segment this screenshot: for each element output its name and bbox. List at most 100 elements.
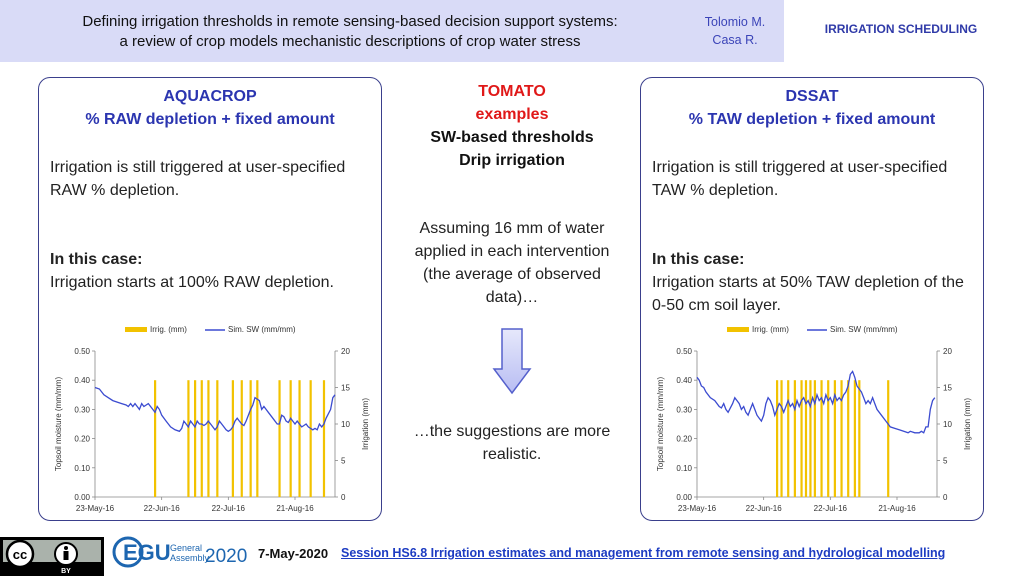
y2-tick-label: 15: [341, 384, 350, 393]
case-label: In this case:: [50, 251, 143, 268]
irrigation-bar: [200, 380, 203, 497]
author-1: Tolomio M.: [704, 15, 766, 29]
x-tick-label: 22-Jun-16: [746, 504, 783, 513]
irrigation-bar: [853, 380, 856, 497]
y-tick-label: 0.00: [676, 493, 692, 502]
irrigation-bar: [194, 380, 197, 497]
legend-swatch-irrigation: [727, 327, 749, 332]
irrigation-bar: [820, 380, 823, 497]
y-tick-label: 0.20: [676, 435, 692, 444]
legend-label-sw: Sim. SW (mm/mm): [228, 325, 296, 334]
svg-text:Assembly: Assembly: [170, 553, 210, 563]
svg-text:EGU: EGU: [123, 540, 171, 565]
cc-by-license-badge: cc BY: [0, 537, 104, 576]
presentation-date: 7-May-2020: [258, 546, 329, 561]
irrigation-bar: [787, 380, 790, 497]
panel-subtitle: % RAW depletion + fixed amount: [85, 111, 335, 128]
poster-title: Defining irrigation thresholds in remote…: [30, 12, 670, 52]
irrigation-bar: [231, 380, 234, 497]
egu-logo: EGU General Assembly 2020: [112, 536, 247, 568]
x-tick-label: 23-May-16: [678, 504, 717, 513]
irrigation-bar: [240, 380, 243, 497]
aquacrop-chart: 0.00 0.10 0.20 0.30 0.40 0.50 0 5 10 15 20 23-May-1…: [54, 325, 370, 513]
legend-swatch-irrigation: [125, 327, 147, 332]
legend-label-irrigation: Irrig. (mm): [752, 325, 789, 334]
y-tick-label: 0.40: [676, 376, 692, 385]
title-line-2: a review of crop models mechanistic desc…: [119, 33, 581, 50]
irrigation-bar: [289, 380, 292, 497]
threshold-type: SW-based thresholds: [430, 129, 594, 146]
y-axis-title: Topsoil moisture (mm/mm): [656, 377, 665, 472]
irrigation-bar: [256, 380, 259, 497]
x-tick-label: 22-Jun-16: [144, 504, 181, 513]
y-tick-label: 0.30: [74, 405, 90, 414]
y2-tick-label: 15: [943, 384, 952, 393]
panel-title: DSSAT: [785, 88, 839, 105]
x-tick-label: 23-May-16: [76, 504, 115, 513]
svg-text:2020: 2020: [205, 546, 247, 567]
irrigation-bar: [827, 380, 830, 497]
svg-text:cc: cc: [13, 547, 27, 562]
y-tick-label: 0.30: [676, 405, 692, 414]
y2-tick-label: 0: [341, 493, 346, 502]
svg-text:General: General: [170, 543, 202, 553]
assumption-text: Assuming 16 mm of water applied in each …: [414, 220, 610, 306]
x-tick-label: 21-Aug-16: [276, 504, 314, 513]
dssat-panel: DSSAT % TAW depletion + fixed amount Irr…: [640, 77, 984, 521]
irrigation-bar: [804, 380, 808, 497]
cc-by-icon: cc BY: [0, 537, 104, 576]
irrigation-bar: [809, 380, 812, 497]
dssat-chart: 0.00 0.10 0.20 0.30 0.40 0.50 0 5 10 15 20 23-May-1…: [656, 325, 972, 513]
y2-tick-label: 10: [943, 420, 952, 429]
sw-series-line: [94, 386, 336, 433]
y2-tick-label: 0: [943, 493, 948, 502]
irrigation-bar: [813, 380, 816, 497]
session-link[interactable]: Session HS6.8 Irrigation estimates and m…: [341, 546, 946, 560]
irrigation-bar: [322, 380, 326, 497]
author-2: Casa R.: [712, 33, 758, 47]
y-tick-label: 0.10: [74, 464, 90, 473]
panel-title: AQUACROP: [163, 88, 257, 105]
irrigation-bar: [887, 380, 890, 497]
svg-text:BY: BY: [61, 568, 71, 575]
x-tick-label: 22-Jul-16: [212, 504, 246, 513]
irrigation-type: Drip irrigation: [459, 152, 565, 169]
y-axis-title: Topsoil moisture (mm/mm): [54, 377, 63, 472]
irrigation-bar: [858, 380, 861, 497]
irrigation-bar: [309, 380, 312, 497]
irrigation-bar: [298, 380, 301, 497]
panel-subtitle: % TAW depletion + fixed amount: [688, 111, 936, 128]
irrigation-bar: [793, 380, 796, 497]
irrigation-bar: [800, 380, 803, 497]
irrigation-bar: [216, 380, 219, 497]
x-tick-label: 21-Aug-16: [878, 504, 916, 513]
aquacrop-panel: AQUACROP % RAW depletion + fixed amount …: [38, 77, 382, 521]
case-text: Irrigation starts at 50% TAW depletion o…: [652, 274, 964, 314]
legend-label-sw: Sim. SW (mm/mm): [830, 325, 898, 334]
irrigation-bar: [833, 380, 836, 497]
x-tick-label: 22-Jul-16: [814, 504, 848, 513]
y-tick-label: 0.20: [74, 435, 90, 444]
irrigation-bar: [780, 380, 783, 497]
header-bar: Defining irrigation thresholds in remote…: [0, 0, 784, 62]
y2-axis-title: Irrigation (mm): [361, 398, 370, 450]
y-tick-label: 0.50: [74, 347, 90, 356]
examples-label: examples: [475, 106, 549, 123]
case-label: In this case:: [652, 251, 745, 268]
panel-text: Irrigation is still triggered at user-sp…: [652, 159, 948, 199]
authors: Tolomio M. Casa R.: [690, 13, 780, 49]
center-column: TOMATO examples SW-based thresholds Drip…: [392, 80, 632, 466]
irrigation-bar: [776, 380, 779, 497]
y2-tick-label: 5: [341, 457, 346, 466]
irrigation-bar: [278, 380, 281, 497]
irrigation-bar: [207, 380, 210, 497]
irrigation-bar: [840, 380, 843, 497]
y2-tick-label: 20: [943, 347, 952, 356]
irrigation-bar: [847, 380, 850, 497]
conclusion-text: …the suggestions are more realistic.: [413, 423, 611, 463]
y2-tick-label: 5: [943, 457, 948, 466]
legend-label-irrigation: Irrig. (mm): [150, 325, 187, 334]
y-tick-label: 0.40: [74, 376, 90, 385]
section-tag: IRRIGATION SCHEDULING: [824, 22, 978, 36]
y2-tick-label: 10: [341, 420, 350, 429]
